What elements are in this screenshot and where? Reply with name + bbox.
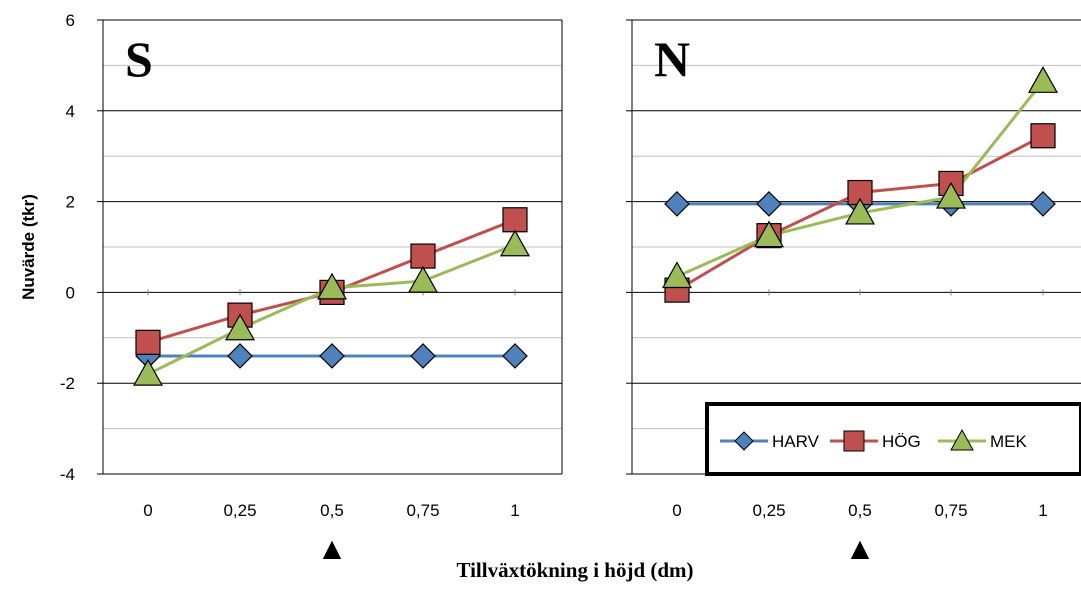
data-point-mek [132, 358, 164, 386]
x-tick-label: 0,75 [934, 501, 967, 520]
y-tick-label: 2 [66, 193, 75, 212]
data-point-harv [319, 343, 345, 369]
y-tick-label: 0 [66, 283, 75, 302]
data-point-hog [1030, 123, 1056, 149]
data-point-harv [664, 191, 690, 217]
legend-marker-harv [734, 431, 754, 451]
data-point-hog [410, 243, 436, 269]
legend-marker-hog [843, 430, 865, 452]
reference-marker: ▲ [323, 534, 342, 562]
data-point-harv [502, 343, 528, 369]
x-tick-label: 0,5 [848, 501, 872, 520]
data-point-harv [410, 343, 436, 369]
x-tick-label: 0 [143, 501, 152, 520]
data-point-mek [407, 265, 439, 293]
panel-label: N [654, 31, 690, 87]
reference-marker: ▲ [851, 534, 870, 562]
legend-label: HARV [772, 432, 820, 451]
legend-box [705, 402, 1081, 476]
data-point-hog [502, 207, 528, 233]
legend-marker-mek [950, 428, 974, 451]
y-tick-label: -4 [60, 465, 75, 484]
x-tick-label: 0,25 [752, 501, 785, 520]
data-point-mek [661, 261, 693, 289]
data-point-mek [499, 229, 531, 257]
data-point-harv [756, 191, 782, 217]
data-point-harv [227, 343, 253, 369]
x-tick-label: 1 [510, 501, 519, 520]
data-point-mek [1027, 66, 1059, 93]
x-tick-label: 0,75 [406, 501, 439, 520]
data-point-mek [935, 181, 967, 209]
x-axis-label: Tillväxtökning i höjd (dm) [456, 558, 693, 582]
y-tick-label: -2 [60, 374, 75, 393]
data-point-mek [224, 313, 256, 341]
y-tick-label: 6 [66, 11, 75, 30]
data-point-mek [753, 220, 785, 248]
x-tick-label: 0,25 [223, 501, 256, 520]
data-point-mek [844, 197, 876, 225]
legend-label: MEK [990, 432, 1028, 451]
data-point-harv [1030, 191, 1056, 217]
data-point-mek [316, 272, 348, 300]
x-tick-label: 0 [672, 501, 681, 520]
y-tick-label: 4 [66, 102, 75, 121]
x-tick-label: 0,5 [320, 501, 344, 520]
data-point-hog [135, 329, 161, 355]
x-tick-label: 1 [1038, 501, 1047, 520]
panel-label: S [125, 31, 153, 87]
legend-label: HÖG [882, 432, 921, 451]
y-axis-label: Nuvärde (tkr) [19, 194, 38, 300]
